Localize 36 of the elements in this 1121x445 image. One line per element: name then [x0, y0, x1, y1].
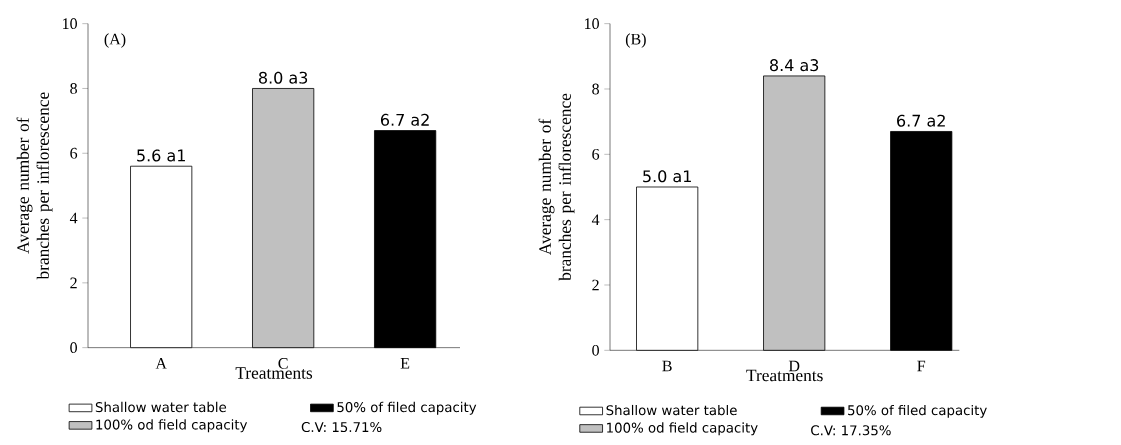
legend-label: 100% od field capacity: [96, 419, 248, 433]
x-tick-label: E: [400, 358, 410, 369]
y-tick-label: 4: [591, 214, 600, 225]
data-label: 6.7 a2: [897, 114, 945, 127]
data-label: 5.6 a1: [137, 149, 185, 162]
y-tick-label: 2: [70, 277, 77, 289]
data-label: 8.4 a3: [770, 59, 819, 72]
y-axis-title: Average number of branches per inflorescence: [16, 92, 53, 280]
legend-label: Shallow water table: [95, 401, 227, 413]
legend-label: Shallow water table: [606, 404, 737, 416]
text: C.V: 17.35%: [811, 425, 891, 436]
x-tick-label: B: [662, 360, 672, 372]
annotation: (A): [104, 33, 126, 48]
y-tick-label: 0: [592, 344, 599, 356]
legend-label: 50% of filed capacity: [848, 404, 987, 418]
y-tick-label: 8: [592, 83, 599, 95]
data-label: 5.0 a1: [643, 170, 691, 183]
y-tick-label: 8: [70, 83, 77, 94]
x-tick-label: C: [278, 358, 288, 369]
annotation: (B): [625, 33, 646, 48]
legend-label: 50% of filed capacity: [337, 401, 477, 415]
text: C.V: 15.71%: [301, 422, 382, 433]
y-tick-label: 10: [63, 18, 77, 30]
x-tick-label: A: [155, 358, 167, 369]
y-tick-label: 4: [69, 212, 78, 224]
data-label: 6.7 a2: [380, 113, 429, 126]
data-label: 8.0 a3: [258, 71, 308, 84]
y-tick-label: 6: [592, 148, 600, 160]
x-axis-title: Treatments: [235, 367, 313, 379]
y-tick-label: 0: [70, 342, 77, 354]
legend-label: 100% od field capacity: [607, 422, 758, 436]
y-tick-label: 10: [585, 18, 599, 30]
y-tick-label: 2: [592, 279, 599, 291]
y-axis-title: Average number of branches per inflorescence: [538, 93, 575, 281]
y-tick-label: 6: [70, 147, 78, 159]
x-tick-label: F: [917, 360, 926, 372]
